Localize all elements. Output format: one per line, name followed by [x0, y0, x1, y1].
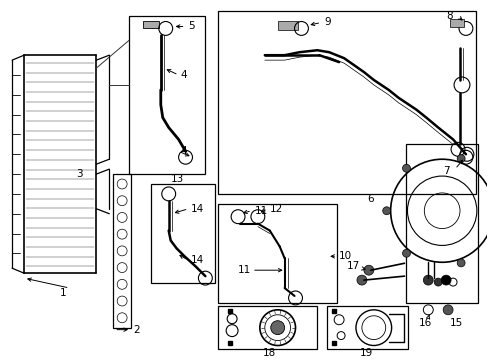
Circle shape — [270, 321, 284, 334]
Text: 6: 6 — [366, 194, 373, 204]
Text: 14: 14 — [190, 204, 203, 214]
Text: 11: 11 — [254, 206, 267, 216]
Bar — [142, 21, 159, 28]
Circle shape — [402, 164, 409, 172]
Text: 19: 19 — [360, 348, 373, 359]
Text: 7: 7 — [442, 166, 449, 176]
Text: 18: 18 — [263, 348, 276, 359]
Bar — [277, 21, 297, 30]
Circle shape — [402, 249, 409, 257]
Circle shape — [382, 207, 390, 215]
Bar — [449, 18, 463, 27]
Text: 11: 11 — [238, 265, 251, 275]
Text: 13: 13 — [170, 174, 183, 184]
Circle shape — [433, 278, 441, 286]
Circle shape — [456, 259, 464, 267]
Circle shape — [456, 155, 464, 163]
Circle shape — [440, 275, 450, 285]
Circle shape — [423, 275, 432, 285]
Text: 4: 4 — [180, 146, 187, 156]
Text: 10: 10 — [339, 251, 351, 261]
Text: 17: 17 — [346, 261, 360, 271]
Text: 8: 8 — [445, 10, 452, 21]
Circle shape — [442, 305, 452, 315]
Text: 1: 1 — [60, 288, 66, 298]
Text: 16: 16 — [418, 318, 431, 328]
Text: 3: 3 — [76, 169, 82, 179]
Text: 9: 9 — [324, 18, 330, 27]
Circle shape — [356, 275, 366, 285]
Text: 4: 4 — [180, 70, 187, 80]
Text: 5: 5 — [188, 22, 195, 31]
Text: 2: 2 — [133, 325, 140, 335]
Text: 15: 15 — [449, 318, 463, 328]
Text: 12: 12 — [269, 204, 283, 214]
Circle shape — [363, 265, 373, 275]
Text: 14: 14 — [190, 255, 203, 265]
